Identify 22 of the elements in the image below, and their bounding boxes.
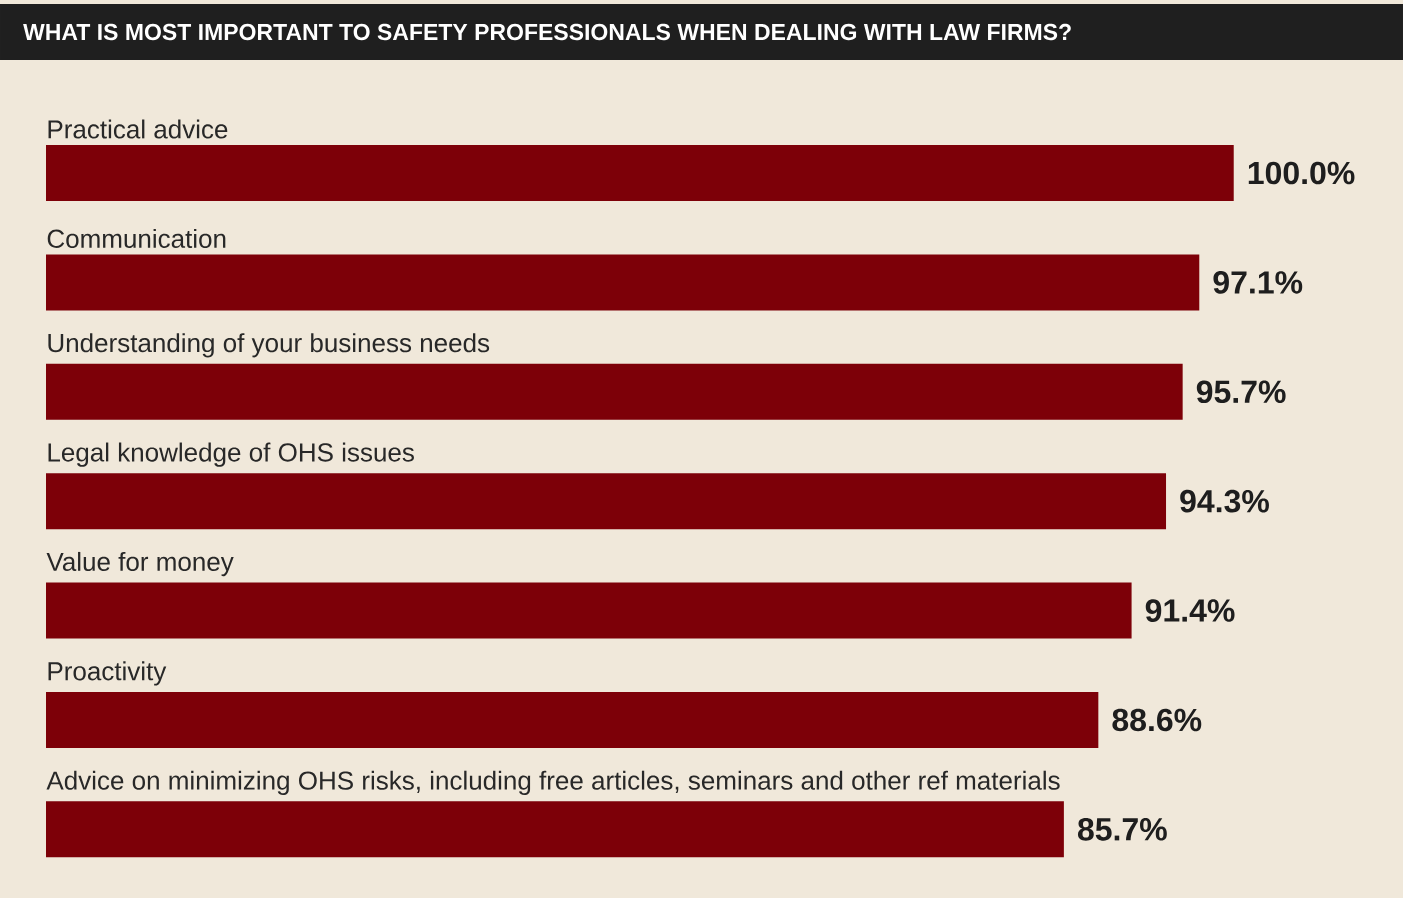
bar xyxy=(46,145,1234,201)
data-label: 88.6% xyxy=(1112,708,1202,732)
y-tick-label: Communication xyxy=(47,228,226,248)
data-label: 100.0% xyxy=(1248,161,1355,185)
data-label: 91.4% xyxy=(1145,599,1235,622)
data-label: 97.1% xyxy=(1213,271,1303,294)
data-label: 94.3% xyxy=(1180,489,1269,513)
chart-title: WHAT IS MOST IMPORTANT TO SAFETY PROFESSIONALS WHEN DEALING WITH LAW FIRMS? xyxy=(23,23,1071,41)
bar xyxy=(46,363,1183,420)
data-label: 95.7% xyxy=(1196,380,1286,404)
y-tick-label: Legal knowledge of OHS issues xyxy=(48,442,414,467)
bar xyxy=(46,691,1099,748)
y-tick-label: Practical advice xyxy=(48,119,228,139)
bar xyxy=(46,582,1132,639)
y-tick-label: Advice on minimizing OHS risks, including free articles, seminars and other ref materials xyxy=(46,770,1060,795)
data-label: 85.7% xyxy=(1077,818,1167,841)
y-tick-label: Value for money xyxy=(46,551,234,577)
bar xyxy=(46,801,1064,858)
bar xyxy=(46,473,1167,530)
y-tick-label: Understanding of your business needs xyxy=(48,333,490,358)
y-tick-label: Proactivity xyxy=(48,661,167,686)
bar xyxy=(46,254,1200,311)
